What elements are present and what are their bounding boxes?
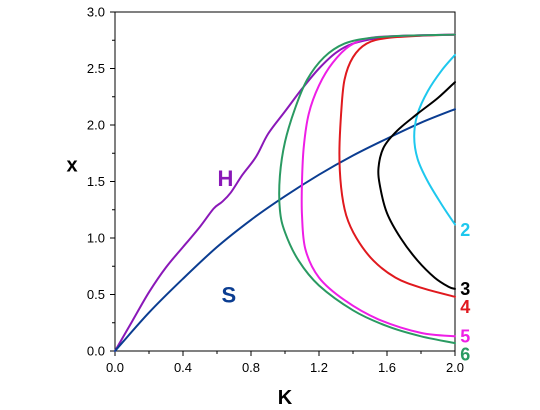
series-line-2 xyxy=(413,53,456,226)
y-axis: 0.0 0.5 1.0 1.5 2.0 2.5 3.0 xyxy=(87,5,115,359)
x-tick-label: 1.2 xyxy=(310,360,328,375)
series-line-5 xyxy=(300,33,456,338)
curve-label-h: H xyxy=(218,166,234,191)
series-line-6 xyxy=(278,33,456,345)
x-tick-label: 0.0 xyxy=(106,360,124,375)
x-tick-label: 0.4 xyxy=(174,360,192,375)
x-axis: 0.0 0.4 0.8 1.2 1.6 2.0 xyxy=(106,351,464,375)
curve-labels: H S 2 34 56 xyxy=(218,166,471,364)
x-tick-label: 1.6 xyxy=(378,360,396,375)
curve-label-6: 6 xyxy=(460,344,470,364)
curve-label-3: 3 xyxy=(460,279,470,299)
y-axis-title: x xyxy=(66,155,77,177)
x-axis-title: K xyxy=(278,387,293,409)
plot-frame xyxy=(114,11,456,352)
y-tick-label: 3.0 xyxy=(87,5,105,20)
y-tick-label: 1.5 xyxy=(87,174,105,189)
y-tick-label: 1.0 xyxy=(87,231,105,246)
y-tick-label: 2.0 xyxy=(87,118,105,133)
series-line-s xyxy=(114,108,456,352)
series-line-4 xyxy=(338,33,456,298)
curve-label-4: 4 xyxy=(460,297,470,317)
series-line-3 xyxy=(377,81,456,290)
curve-label-s: S xyxy=(222,283,237,308)
x-tick-label: 2.0 xyxy=(446,360,464,375)
plot-area: 0.0 0.4 0.8 1.2 1.6 2.0 0.0 0.5 1.0 1.5 2.0 2.5 3.0… xyxy=(87,5,470,376)
y-tick-label: 0.0 xyxy=(87,344,105,359)
curve-label-2: 2 xyxy=(460,220,470,240)
y-tick-label: 0.5 xyxy=(87,287,105,302)
x-tick-label: 0.8 xyxy=(242,360,260,375)
y-tick-label: 2.5 xyxy=(87,61,105,76)
curve-label-5: 5 xyxy=(460,326,470,346)
series-line-h xyxy=(114,33,456,352)
series-layer xyxy=(114,33,456,352)
